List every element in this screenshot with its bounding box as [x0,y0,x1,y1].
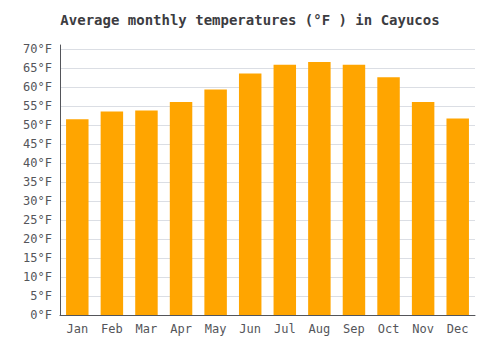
svg-text:Jun: Jun [239,322,261,336]
svg-text:20°F: 20°F [23,232,52,246]
svg-text:50°F: 50°F [23,118,52,132]
svg-text:Jul: Jul [274,322,296,336]
svg-text:60°F: 60°F [23,80,52,94]
svg-text:Aug: Aug [309,322,331,336]
svg-text:Jan: Jan [66,322,88,336]
svg-text:30°F: 30°F [23,194,52,208]
svg-text:15°F: 15°F [23,251,52,265]
svg-text:Average monthly temperatures (: Average monthly temperatures (°F ) in Ca… [60,12,439,28]
svg-text:Dec: Dec [447,322,469,336]
svg-text:65°F: 65°F [23,61,52,75]
svg-text:0°F: 0°F [30,308,52,322]
svg-text:70°F: 70°F [23,42,52,56]
svg-text:35°F: 35°F [23,175,52,189]
svg-text:Mar: Mar [136,322,158,336]
svg-text:10°F: 10°F [23,270,52,284]
svg-text:5°F: 5°F [30,289,52,303]
svg-text:Nov: Nov [412,322,434,336]
svg-text:Feb: Feb [101,322,123,336]
svg-text:40°F: 40°F [23,156,52,170]
svg-text:Sep: Sep [343,322,365,336]
svg-text:May: May [205,322,227,336]
svg-text:Apr: Apr [170,322,192,336]
svg-text:55°F: 55°F [23,99,52,113]
svg-text:25°F: 25°F [23,213,52,227]
svg-text:Oct: Oct [378,322,400,336]
svg-text:45°F: 45°F [23,137,52,151]
